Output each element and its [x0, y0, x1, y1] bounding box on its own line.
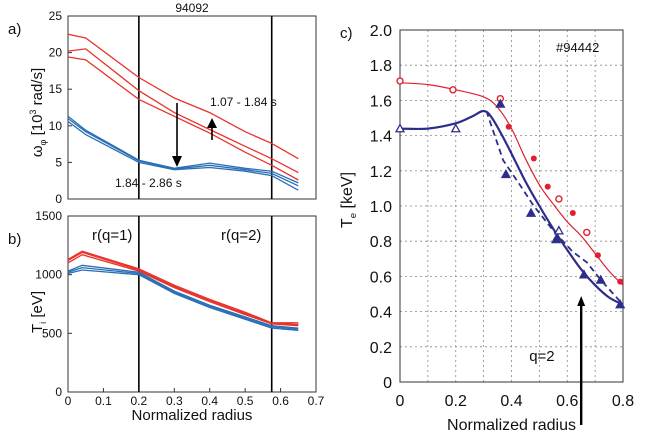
blue-dashed-marker	[525, 207, 537, 217]
x-tick-label: 0.4	[500, 393, 522, 410]
panel-a-rotation-profile: 0 5 10 15 20 25 94092 a) ωφ [103 rad/s] 1.07 - 1.…	[8, 1, 317, 206]
y-tick-label: 1.6	[370, 93, 392, 110]
x-axis-label: Normalized radius	[447, 417, 576, 434]
y-tick-label: 0.6	[370, 269, 392, 286]
y-tick-label: 15	[49, 82, 63, 96]
q2-annotation: q=2	[529, 348, 554, 365]
blue-dashed-marker	[500, 168, 512, 179]
series-line	[67, 117, 299, 187]
y-tick-label: 0.4	[370, 305, 392, 322]
red-open-circle	[555, 195, 563, 203]
series-line	[67, 269, 299, 332]
red-filled-circle	[530, 155, 537, 162]
y-tick-label: 20	[49, 46, 63, 60]
up-arrow-head	[207, 118, 217, 128]
y-tick-label: 0	[55, 192, 62, 206]
series-line	[67, 253, 299, 327]
y-tick-label: 5	[55, 155, 62, 169]
y-tick-label: 1000	[35, 268, 62, 282]
x-tick-label: 0.3	[166, 394, 183, 408]
chart-title: #94442	[556, 40, 599, 55]
x-tick-label: 0	[65, 394, 72, 408]
y-tick-label: 25	[49, 9, 63, 23]
red-filled-circle	[617, 278, 624, 285]
x-tick-label: 0.1	[95, 394, 112, 408]
q2-label: r(q=2)	[221, 227, 261, 244]
panel-label: a)	[8, 21, 21, 38]
x-tick-label: 0.6	[556, 393, 578, 410]
blue-filled-triangle	[615, 299, 626, 309]
x-axis-label: Normalized radius	[132, 407, 253, 424]
y-tick-label: 500	[42, 326, 62, 340]
red-filled-circle	[505, 123, 512, 130]
series-line	[67, 33, 299, 160]
y-tick-label: 2.0	[370, 23, 392, 40]
y-tick-label: 0	[55, 385, 62, 399]
y-tick-label: 0	[383, 375, 392, 392]
panel-label: b)	[8, 231, 21, 248]
panel-b-ion-temperature: 0 500 1000 1500 0 0.1 0.2 0.3 0.4 0.5 0.6 0.7 r(q=1)…	[8, 209, 325, 424]
y-tick-label: 0.2	[370, 340, 392, 357]
blue-dashed-marker	[550, 234, 562, 244]
blue-open-triangle	[553, 225, 564, 235]
blue-filled-triangle	[578, 269, 590, 279]
q1-label: r(q=1)	[92, 227, 132, 244]
y-axis-label: Ti [eV]	[29, 291, 48, 333]
series-line	[67, 48, 299, 174]
annotation-label: 1.07 - 1.84 s	[210, 95, 277, 109]
x-tick-label: 0.6	[272, 394, 289, 408]
panel-label: c)	[340, 25, 353, 42]
y-tick-label: 1.8	[370, 58, 392, 75]
series-line	[67, 120, 299, 191]
x-tick-label: 0.2	[445, 393, 467, 410]
x-tick-label: 0.5	[237, 394, 254, 408]
blue-dashed-marker	[595, 274, 606, 284]
x-tick-label: 0.4	[201, 394, 218, 408]
series-line	[67, 115, 299, 184]
q2-arrow-head	[577, 296, 586, 306]
plot-frame	[67, 215, 317, 393]
panel-c-electron-temperature: 0 0.2 0.4 0.6 0.8 1.0 1.2 1.4 1.6 1.8 2.0 0 0.2 0.4 0.…	[339, 23, 634, 434]
blue-open-triangle	[394, 123, 406, 133]
y-tick-label: 0.8	[370, 234, 392, 251]
blue-open-triangle	[450, 123, 461, 133]
red-open-circle	[449, 86, 457, 94]
blue-dashed-line	[485, 110, 624, 306]
x-tick-label: 0	[396, 393, 405, 410]
x-tick-label: 0.7	[308, 394, 325, 408]
down-arrow-head	[172, 156, 182, 167]
red-open-circle	[583, 228, 591, 237]
x-tick-label: 0.8	[612, 393, 634, 410]
blue-filled-triangle	[495, 98, 506, 108]
series-line	[67, 250, 299, 324]
series-line	[67, 56, 299, 181]
y-axis-label: ωφ [103 rad/s]	[28, 68, 48, 157]
y-tick-label: 1500	[35, 209, 62, 223]
red-filled-circle	[569, 210, 576, 217]
plot-frame	[67, 15, 317, 200]
series-line	[67, 264, 299, 329]
red-filled-circle	[594, 252, 601, 259]
red-open-circle	[396, 77, 404, 85]
x-tick-label: 0.2	[131, 394, 148, 408]
y-tick-label: 1.2	[370, 164, 392, 181]
red-filled-circle	[544, 183, 551, 190]
annotation-label: 1.84 - 2.86 s	[115, 176, 182, 190]
red-fit-curve	[399, 82, 624, 286]
y-tick-label: 10	[49, 119, 63, 133]
plot-frame	[399, 29, 624, 383]
y-tick-label: 1.4	[370, 129, 392, 146]
chart-title: 94092	[175, 1, 209, 15]
series-line	[67, 266, 299, 330]
y-tick-label: 1.0	[370, 199, 392, 216]
blue-fit-curve	[399, 109, 624, 306]
y-axis-label: Te [keV]	[339, 172, 359, 228]
